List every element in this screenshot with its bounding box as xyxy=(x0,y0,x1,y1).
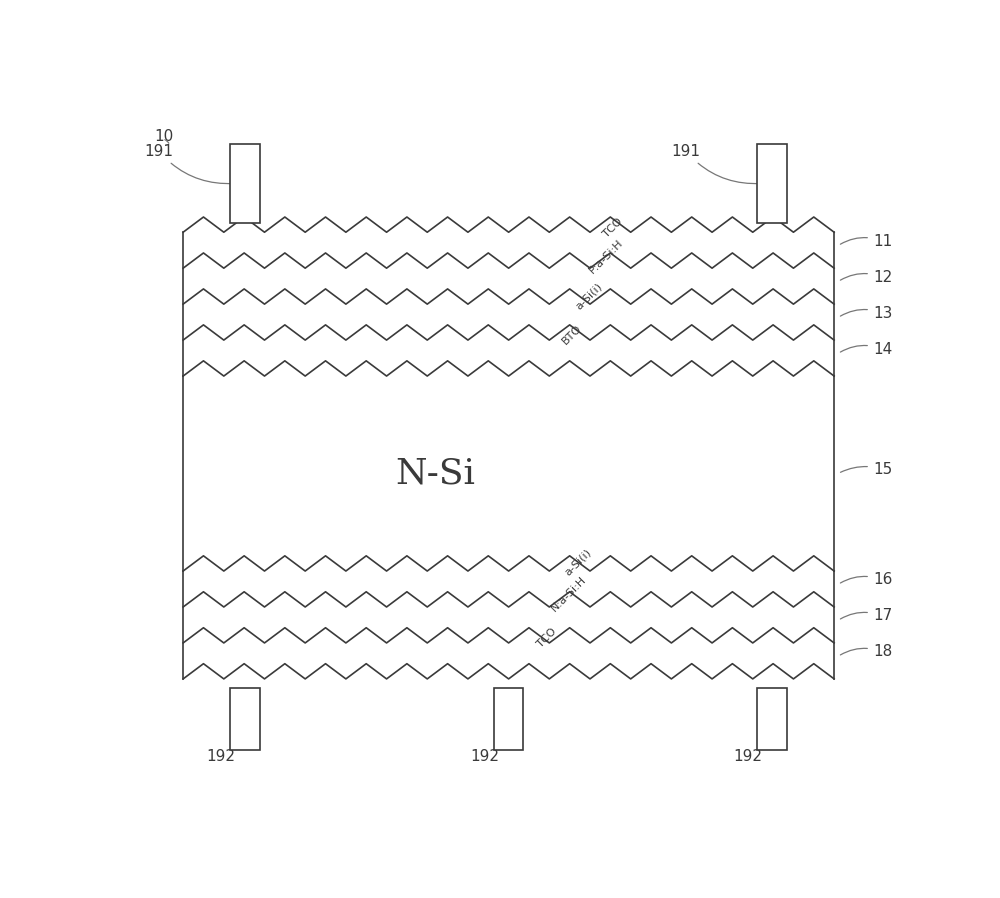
Bar xyxy=(230,144,260,223)
Text: 191: 191 xyxy=(144,144,234,183)
Text: 10: 10 xyxy=(154,129,174,145)
Text: 17: 17 xyxy=(840,609,892,623)
Text: 192: 192 xyxy=(733,722,766,763)
Text: P:a-Si:H: P:a-Si:H xyxy=(588,237,626,275)
Text: 18: 18 xyxy=(840,645,892,659)
Text: 11: 11 xyxy=(840,233,892,249)
Text: 16: 16 xyxy=(840,572,892,587)
Text: a-Si(i): a-Si(i) xyxy=(574,280,604,311)
Bar xyxy=(757,688,787,750)
Text: 12: 12 xyxy=(840,269,892,285)
Text: a-Si(i): a-Si(i) xyxy=(563,548,593,577)
Text: N-Si: N-Si xyxy=(395,456,475,490)
Text: BTO: BTO xyxy=(560,323,583,347)
Text: 13: 13 xyxy=(840,305,892,321)
Bar xyxy=(494,688,523,750)
Text: 14: 14 xyxy=(840,341,892,357)
Text: TCO: TCO xyxy=(535,627,558,650)
Text: 192: 192 xyxy=(206,722,239,763)
Bar xyxy=(757,144,787,223)
Text: 15: 15 xyxy=(840,462,892,477)
Text: 191: 191 xyxy=(671,144,761,183)
Text: TCO: TCO xyxy=(602,216,625,239)
Bar xyxy=(230,688,260,750)
Text: 192: 192 xyxy=(470,722,503,763)
Text: N:a-Si:H: N:a-Si:H xyxy=(549,575,588,613)
